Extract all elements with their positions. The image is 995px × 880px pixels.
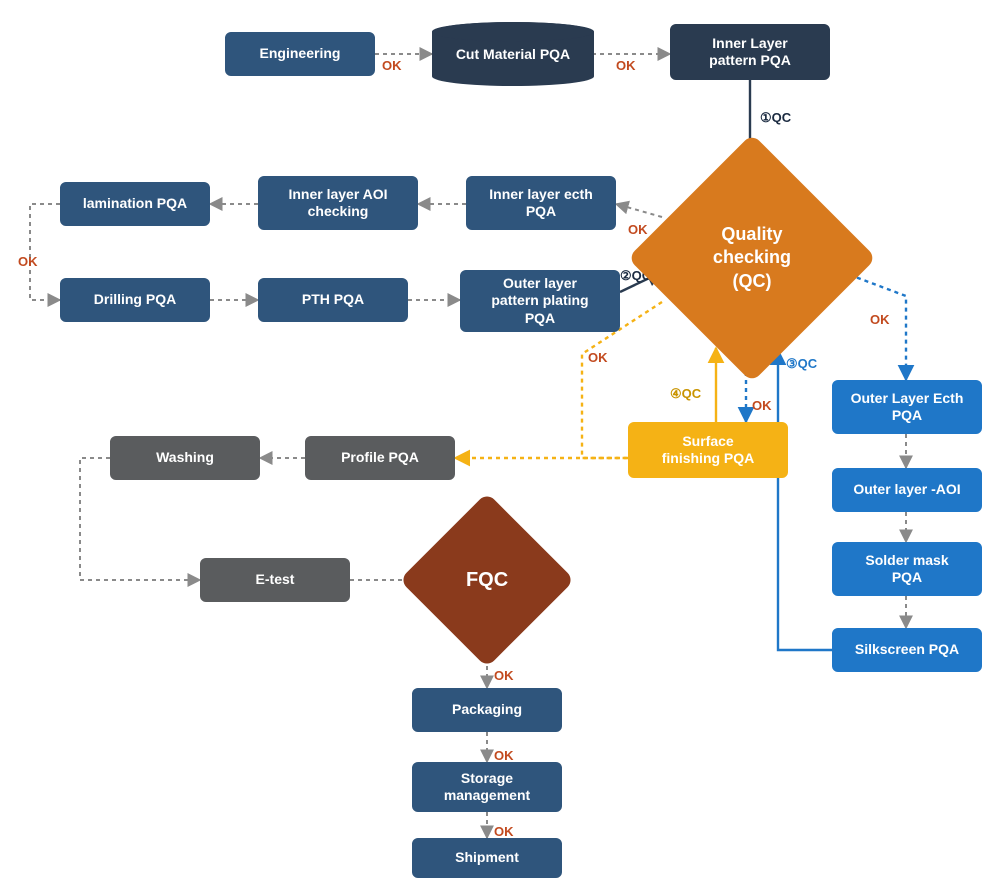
edge-label: OK [752, 398, 772, 413]
node-outer_plating: Outer layer pattern plating PQA [460, 270, 620, 332]
diamond-qc: Quality checking (QC) [628, 134, 877, 383]
node-shipment: Shipment [412, 838, 562, 878]
edge-label: OK [494, 748, 514, 763]
edge-label: OK [870, 312, 890, 327]
node-engineering: Engineering [225, 32, 375, 76]
node-lamination: lamination PQA [60, 182, 210, 226]
edge-label: OK [628, 222, 648, 237]
node-pth: PTH PQA [258, 278, 408, 322]
edge-label: ④QC [670, 386, 701, 402]
node-profile: Profile PQA [305, 436, 455, 480]
node-inner_aoi: Inner layer AOI checking [258, 176, 418, 230]
edge-label: OK [616, 58, 636, 73]
node-cut_material: Cut Material PQA [432, 22, 594, 86]
edge-label: OK [494, 824, 514, 839]
edge-label: OK [494, 668, 514, 683]
node-drilling: Drilling PQA [60, 278, 210, 322]
node-storage: Storage management [412, 762, 562, 812]
node-etest: E-test [200, 558, 350, 602]
edge-label: OK [18, 254, 38, 269]
node-packaging: Packaging [412, 688, 562, 732]
node-surface: Surface finishing PQA [628, 422, 788, 478]
node-silkscreen: Silkscreen PQA [832, 628, 982, 672]
node-washing: Washing [110, 436, 260, 480]
edge-label: OK [382, 58, 402, 73]
node-outer_aoi: Outer layer -AOI [832, 468, 982, 512]
node-inner_etch: Inner layer ecth PQA [466, 176, 616, 230]
node-inner_pattern: Inner Layer pattern PQA [670, 24, 830, 80]
node-solder: Solder mask PQA [832, 542, 982, 596]
edge-label: ①QC [760, 110, 791, 126]
node-outer_etch: Outer Layer Ecth PQA [832, 380, 982, 434]
edge-label: OK [588, 350, 608, 365]
diamond-fqc: FQC [399, 492, 574, 667]
edge-label: ③QC [786, 356, 817, 372]
